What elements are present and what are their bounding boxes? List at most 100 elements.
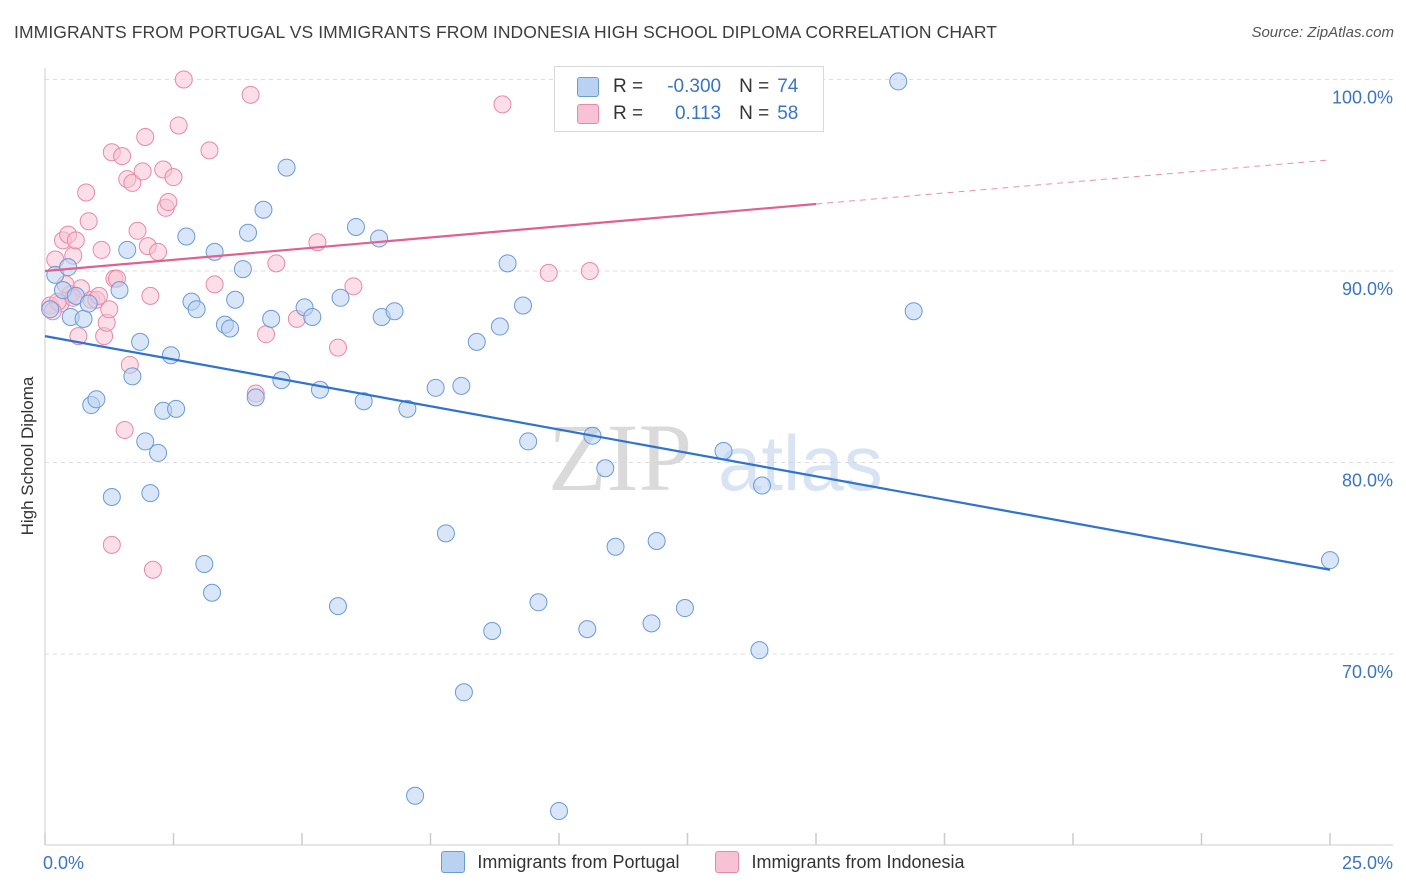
data-point-indonesia <box>92 240 111 259</box>
data-point-indonesia <box>143 560 162 579</box>
correlation-legend: R = -0.300 N = 74 R = 0.113 N = 58 <box>554 66 824 132</box>
source-label: Source: ZipAtlas.com <box>1251 24 1394 41</box>
data-point-portugal <box>161 346 180 365</box>
portugal-n-value: 74 <box>777 76 799 97</box>
data-point-portugal <box>226 290 245 309</box>
data-point-portugal <box>102 487 121 506</box>
data-point-portugal <box>426 378 445 397</box>
data-point-indonesia <box>205 275 224 294</box>
data-point-portugal <box>149 443 168 462</box>
y-tick-label: 70.0% <box>1342 662 1393 682</box>
data-point-portugal <box>254 200 273 219</box>
portugal-r-value: -0.300 <box>667 76 722 97</box>
data-point-portugal <box>131 332 150 351</box>
data-point-portugal <box>233 260 252 279</box>
chart-title: IMMIGRANTS FROM PORTUGAL VS IMMIGRANTS F… <box>14 22 998 42</box>
data-point-portugal <box>550 802 568 821</box>
data-point-portugal <box>454 683 473 702</box>
data-point-portugal <box>87 390 106 409</box>
data-point-indonesia <box>344 277 363 296</box>
legend-item-portugal: Immigrants from Portugal <box>441 851 679 873</box>
indonesia-legend-swatch <box>715 851 740 873</box>
y-tick-label: 100.0% <box>1332 88 1393 108</box>
data-point-portugal <box>596 459 615 478</box>
n-label: N = <box>739 103 770 124</box>
data-point-indonesia <box>77 183 96 202</box>
data-point-indonesia <box>267 254 286 273</box>
data-point-indonesia <box>174 70 193 89</box>
data-point-indonesia <box>328 338 347 357</box>
series-indonesia-points <box>41 70 599 579</box>
data-point-portugal <box>328 597 347 616</box>
data-point-portugal <box>467 332 486 351</box>
data-point-portugal <box>331 288 350 307</box>
y-tick-label: 90.0% <box>1342 279 1393 299</box>
data-point-portugal <box>714 442 733 461</box>
data-point-portugal <box>203 583 222 602</box>
legend-item-indonesia: Immigrants from Indonesia <box>715 851 965 873</box>
data-point-indonesia <box>113 147 132 166</box>
watermark: ZIP atlas <box>548 404 883 511</box>
data-point-portugal <box>606 537 625 556</box>
data-point-portugal <box>141 484 160 503</box>
data-point-indonesia <box>66 231 85 250</box>
data-point-portugal <box>675 599 694 618</box>
data-point-portugal <box>498 254 517 273</box>
trend-lines <box>44 159 1331 571</box>
n-label: N = <box>739 76 770 97</box>
y-axis-label: High School Diploma <box>18 376 37 536</box>
data-point-portugal <box>904 302 923 321</box>
data-point-portugal <box>647 532 666 551</box>
data-point-portugal <box>246 388 265 407</box>
data-point-indonesia <box>115 420 134 439</box>
data-point-indonesia <box>133 162 152 181</box>
data-point-portugal <box>642 614 661 633</box>
data-point-portugal <box>436 524 455 543</box>
data-point-indonesia <box>123 173 142 192</box>
data-point-indonesia <box>141 286 160 305</box>
data-point-portugal <box>406 786 425 805</box>
data-point-portugal <box>519 432 538 451</box>
series-legend: Immigrants from Portugal Immigrants from… <box>0 851 1406 873</box>
data-point-indonesia <box>136 127 155 146</box>
data-point-indonesia <box>102 535 121 554</box>
data-point-indonesia <box>539 263 558 282</box>
y-tick-label: 80.0% <box>1342 471 1393 491</box>
data-point-portugal <box>118 240 137 259</box>
trend-line-indonesia-extension <box>815 159 1331 205</box>
data-point-portugal <box>514 296 533 315</box>
data-point-portugal <box>59 258 78 277</box>
portugal-legend-swatch <box>441 851 466 873</box>
legend-row-portugal: R = -0.300 N = 74 <box>577 73 798 101</box>
data-point-portugal <box>346 217 365 236</box>
data-point-portugal <box>41 300 60 319</box>
data-point-portugal <box>277 158 296 177</box>
data-point-portugal <box>578 620 597 639</box>
data-point-indonesia <box>128 221 147 240</box>
portugal-swatch <box>577 77 599 97</box>
data-point-indonesia <box>200 141 219 160</box>
tick-labels: 70.0% 80.0% 90.0% 100.0% 0.0% 25.0% <box>43 88 1393 874</box>
data-point-portugal <box>1321 551 1339 570</box>
data-point-portugal <box>753 476 772 495</box>
data-point-portugal <box>452 376 471 395</box>
data-point-indonesia <box>164 168 183 187</box>
data-point-portugal <box>385 302 404 321</box>
data-point-portugal <box>110 281 129 300</box>
data-point-portugal <box>79 294 98 313</box>
r-label: R = <box>613 76 644 97</box>
data-point-portugal <box>123 367 142 386</box>
data-point-indonesia <box>169 116 188 135</box>
data-point-portugal <box>221 319 240 338</box>
data-point-indonesia <box>580 262 599 280</box>
data-point-indonesia <box>493 95 512 114</box>
legend-label-indonesia: Immigrants from Indonesia <box>751 851 965 872</box>
legend-label-portugal: Immigrants from Portugal <box>477 851 680 872</box>
x-tick-label-max: 25.0% <box>1342 853 1393 873</box>
data-point-indonesia <box>159 193 178 212</box>
data-point-portugal <box>529 593 548 612</box>
data-point-indonesia <box>257 325 276 344</box>
legend-row-indonesia: R = 0.113 N = 58 <box>577 100 798 128</box>
data-point-portugal <box>239 223 258 242</box>
